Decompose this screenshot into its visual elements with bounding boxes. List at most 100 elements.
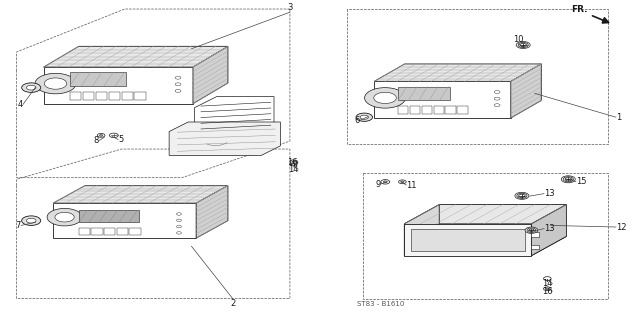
FancyBboxPatch shape (117, 228, 128, 235)
FancyBboxPatch shape (92, 228, 103, 235)
Circle shape (97, 133, 105, 137)
FancyBboxPatch shape (129, 228, 141, 235)
FancyBboxPatch shape (79, 228, 90, 235)
Circle shape (55, 212, 74, 222)
Text: 14: 14 (542, 279, 552, 288)
Text: 13: 13 (544, 224, 555, 233)
Circle shape (494, 91, 500, 93)
Circle shape (175, 89, 181, 92)
FancyBboxPatch shape (108, 92, 120, 100)
Text: 8: 8 (94, 136, 99, 145)
Circle shape (27, 218, 36, 223)
FancyBboxPatch shape (398, 106, 408, 114)
Text: 16: 16 (287, 158, 298, 167)
Circle shape (175, 76, 181, 79)
Text: 9: 9 (376, 180, 381, 188)
Polygon shape (193, 46, 228, 104)
Circle shape (563, 177, 573, 182)
Circle shape (517, 193, 527, 198)
Circle shape (290, 160, 297, 164)
Text: 6: 6 (354, 116, 360, 125)
Circle shape (561, 176, 575, 183)
Circle shape (176, 219, 182, 221)
Text: 14: 14 (288, 164, 298, 173)
Circle shape (27, 85, 36, 90)
Circle shape (494, 104, 500, 107)
FancyBboxPatch shape (122, 92, 133, 100)
Circle shape (516, 42, 530, 49)
Circle shape (518, 43, 528, 48)
Text: 1: 1 (616, 113, 621, 122)
FancyBboxPatch shape (411, 228, 525, 251)
Circle shape (515, 192, 529, 199)
Circle shape (543, 287, 551, 291)
FancyBboxPatch shape (398, 86, 450, 100)
Text: 3: 3 (287, 3, 292, 12)
Polygon shape (374, 64, 541, 81)
Polygon shape (531, 204, 566, 256)
Circle shape (47, 208, 82, 226)
Text: 16: 16 (542, 287, 552, 296)
Text: 13: 13 (544, 189, 555, 198)
FancyBboxPatch shape (410, 106, 420, 114)
Text: 4: 4 (18, 100, 23, 109)
Circle shape (546, 288, 549, 290)
Circle shape (374, 92, 396, 104)
Circle shape (176, 232, 182, 234)
Circle shape (175, 83, 181, 86)
Text: 7: 7 (16, 221, 21, 230)
Circle shape (110, 133, 118, 138)
Text: 11: 11 (406, 180, 417, 189)
FancyBboxPatch shape (374, 81, 511, 118)
Text: FR.: FR. (571, 5, 587, 14)
Text: 10: 10 (513, 35, 524, 44)
Polygon shape (53, 186, 228, 203)
Circle shape (520, 44, 526, 47)
Text: 2: 2 (230, 299, 235, 308)
Circle shape (543, 277, 551, 281)
FancyBboxPatch shape (104, 228, 115, 235)
Circle shape (381, 180, 390, 184)
Polygon shape (169, 122, 280, 156)
Circle shape (45, 78, 67, 89)
FancyBboxPatch shape (531, 244, 539, 249)
FancyBboxPatch shape (69, 92, 81, 100)
Circle shape (35, 73, 76, 94)
FancyBboxPatch shape (445, 106, 456, 114)
FancyBboxPatch shape (134, 92, 146, 100)
Polygon shape (194, 97, 274, 133)
Text: 5: 5 (118, 135, 124, 144)
FancyBboxPatch shape (531, 232, 539, 236)
Text: 15: 15 (576, 177, 587, 186)
FancyBboxPatch shape (83, 92, 94, 100)
Circle shape (360, 115, 368, 119)
FancyBboxPatch shape (404, 224, 531, 256)
Circle shape (356, 113, 373, 121)
Circle shape (292, 161, 296, 163)
Circle shape (401, 181, 404, 183)
Circle shape (22, 83, 41, 92)
FancyBboxPatch shape (79, 210, 139, 222)
FancyBboxPatch shape (43, 67, 193, 104)
FancyBboxPatch shape (53, 203, 196, 238)
Polygon shape (404, 204, 566, 224)
Circle shape (290, 162, 297, 165)
Circle shape (399, 180, 406, 184)
Polygon shape (196, 186, 228, 238)
Circle shape (364, 88, 406, 108)
Circle shape (527, 228, 536, 232)
FancyBboxPatch shape (69, 72, 127, 86)
Circle shape (519, 194, 525, 197)
Polygon shape (511, 64, 541, 118)
FancyBboxPatch shape (96, 92, 107, 100)
Circle shape (383, 181, 387, 183)
Polygon shape (404, 204, 440, 256)
Circle shape (99, 134, 103, 136)
FancyBboxPatch shape (457, 106, 468, 114)
Circle shape (22, 216, 41, 225)
FancyBboxPatch shape (422, 106, 432, 114)
Polygon shape (43, 46, 228, 67)
Circle shape (525, 227, 538, 233)
Circle shape (176, 225, 182, 228)
Circle shape (529, 229, 534, 231)
